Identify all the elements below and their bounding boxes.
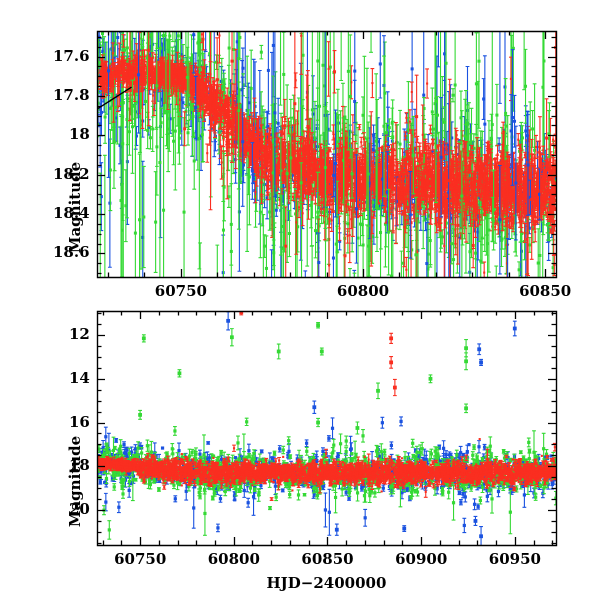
bottom-panel-xtick-60800: 60800 xyxy=(207,550,260,568)
bottom-panel-xtick-60900: 60900 xyxy=(395,550,448,568)
bottom-panel-xtick-60750: 60750 xyxy=(114,550,167,568)
top-panel-ytick-17.8: 17.8 xyxy=(53,85,90,104)
bottom-panel-ytick-16: 16 xyxy=(69,412,90,431)
top-panel-xtick-60750: 60750 xyxy=(154,282,207,300)
bottom-panel-xtick-60950: 60950 xyxy=(488,550,541,568)
bottom-panel-ytick-18: 18 xyxy=(69,456,90,475)
bottom-panel-ytick-12: 12 xyxy=(69,325,90,344)
top-panel-ytick-18.4: 18.4 xyxy=(53,204,90,223)
bottom-panel-x-axis-title: HJD−2400000 xyxy=(266,574,387,592)
bottom-panel-ytick-20: 20 xyxy=(69,500,90,518)
top-panel-ytick-18.2: 18.2 xyxy=(53,164,90,183)
top-panel-xtick-60850: 60850 xyxy=(519,282,572,300)
top-panel-ytick-18: 18 xyxy=(69,125,90,144)
top-panel-xtick-60800: 60800 xyxy=(336,282,390,300)
bottom-panel-xtick-60850: 60850 xyxy=(301,550,354,568)
top-panel-ytick-18.6: 18.6 xyxy=(53,243,90,262)
top-panel-ytick-17.6: 17.6 xyxy=(53,46,90,65)
bottom-panel-ytick-14: 14 xyxy=(69,368,90,387)
